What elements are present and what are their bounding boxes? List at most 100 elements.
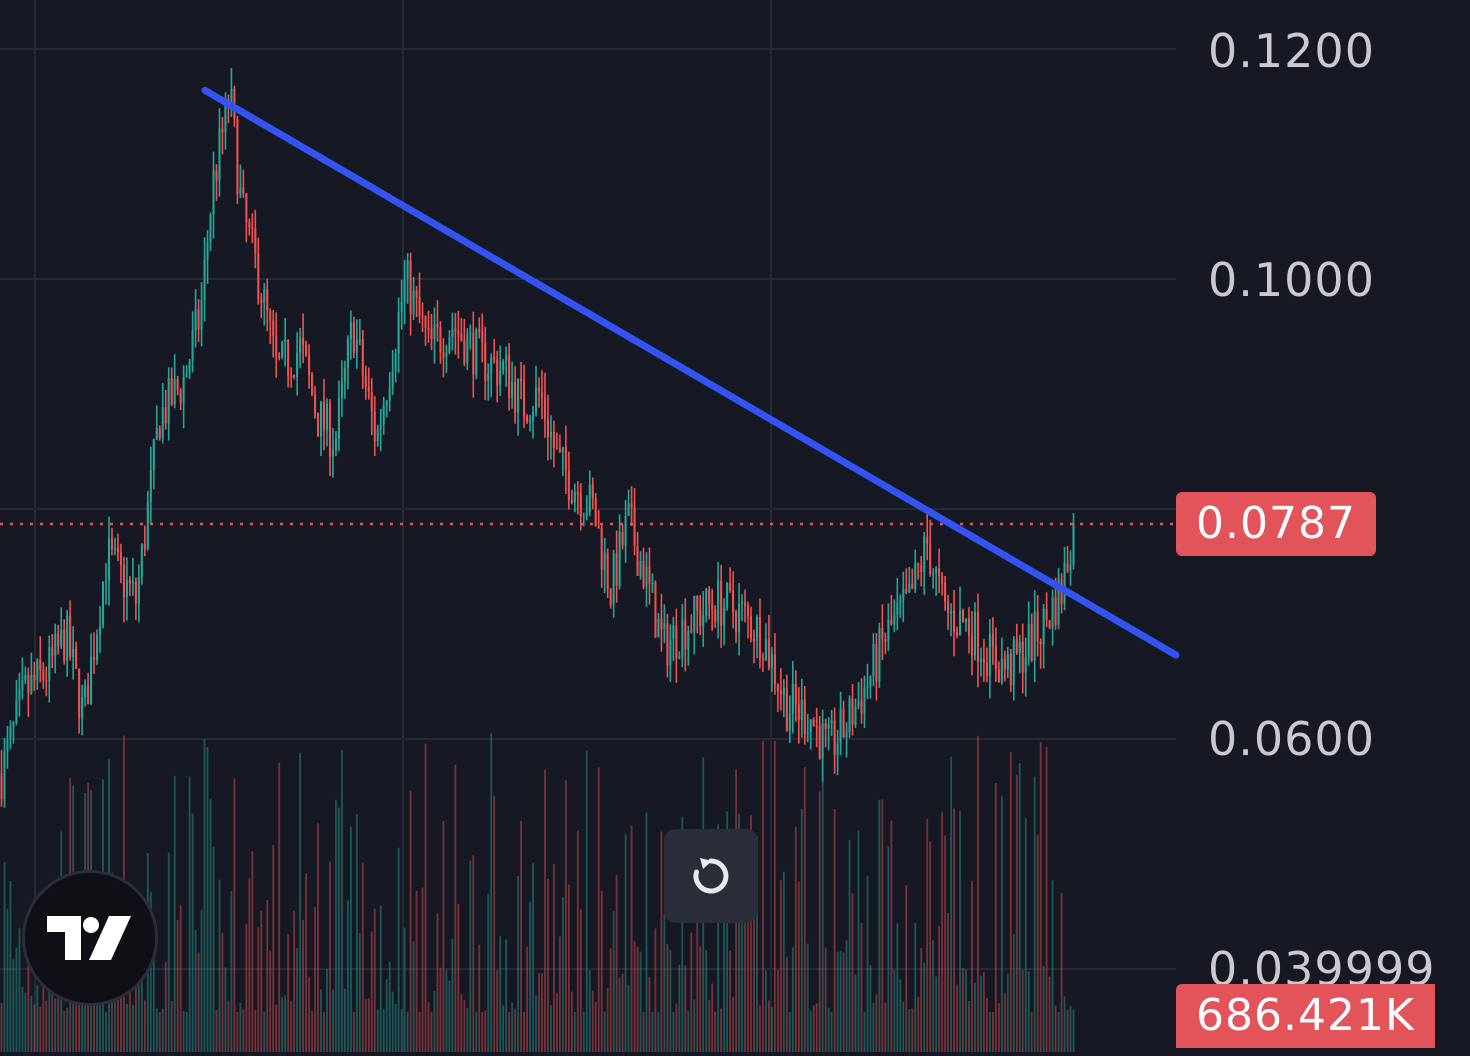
candle-body (1024, 657, 1027, 673)
candle-body (107, 538, 111, 581)
candle-body (119, 552, 122, 565)
volume-bar (839, 951, 842, 1052)
volume-bar (639, 951, 642, 1052)
candle-body (839, 708, 842, 744)
volume-bar (382, 1009, 385, 1052)
volume-bar (140, 939, 143, 1052)
candle-body (970, 635, 974, 656)
candle-body (988, 634, 991, 677)
volume-bar (526, 946, 528, 1052)
candle-body (932, 573, 935, 575)
candle-body (1066, 562, 1069, 571)
volume-bar (30, 995, 33, 1052)
candle-body (961, 610, 965, 622)
volume-bar (821, 746, 824, 1052)
candle-body (642, 560, 645, 587)
volume-bar (379, 905, 382, 1052)
candle-body (854, 706, 857, 725)
candle-body (263, 289, 266, 303)
candle-body (720, 580, 723, 626)
candle-body (358, 339, 361, 342)
volume-bar (529, 901, 531, 1052)
candle-body (221, 128, 224, 133)
volume-bar (684, 965, 687, 1052)
candle-body (305, 345, 308, 356)
volume-bar (376, 1009, 379, 1052)
volume-bar (699, 946, 702, 1052)
candle-body (767, 639, 770, 668)
candle-body (591, 484, 594, 499)
volume-bar (251, 851, 254, 1052)
candle-body (905, 589, 908, 593)
volume-bar (681, 816, 684, 1052)
candle-body (63, 629, 66, 661)
candle-body (12, 722, 15, 727)
candle-body (770, 654, 773, 668)
volume-bar (391, 991, 394, 1052)
volume-bar (466, 1008, 469, 1052)
volume-bar (553, 864, 555, 1052)
candle-body (717, 580, 720, 622)
candle-body (985, 662, 988, 677)
candle-body (355, 339, 358, 353)
candle-body (212, 170, 215, 215)
volume-bar (137, 981, 140, 1052)
volume-bar (550, 1005, 552, 1052)
candle-body (1006, 653, 1009, 670)
candle-body (284, 339, 287, 343)
candle-body (964, 618, 968, 622)
volume-bar (696, 913, 699, 1052)
volume-bar (182, 1011, 185, 1052)
volume-bar (997, 1003, 1000, 1052)
reset-chart-button[interactable] (664, 829, 758, 923)
y-tick-label-1: 0.1000 (1208, 253, 1375, 307)
candle-body (391, 371, 394, 389)
volume-bar (714, 1011, 717, 1052)
candle-body (376, 428, 379, 442)
volume-bar (890, 820, 893, 1052)
candle-body (654, 582, 657, 638)
candle-body (794, 683, 797, 705)
volume-bar (364, 999, 367, 1052)
candle-body (812, 719, 815, 726)
candle-body (693, 596, 696, 632)
candle-body (830, 720, 833, 724)
candle-body (714, 609, 717, 622)
candle-body (385, 401, 388, 406)
candle-body (1021, 641, 1024, 673)
candle-body (191, 330, 194, 362)
candle-body (152, 439, 155, 470)
volume-bar (105, 1011, 107, 1052)
candle-body (511, 382, 514, 398)
volume-bar (687, 1010, 690, 1052)
candle-body (537, 387, 541, 393)
candle-body (914, 563, 917, 589)
candle-body (558, 448, 561, 453)
candle-body (125, 579, 128, 598)
candle-body (442, 352, 445, 358)
candle-body (797, 704, 800, 720)
volume-bar (1045, 746, 1048, 1052)
volume-bar (475, 1011, 478, 1052)
volume-bar (573, 1011, 576, 1052)
candle-body (42, 669, 45, 680)
volume-bar (499, 936, 502, 1052)
candle-body (976, 612, 979, 662)
candle-body (514, 382, 517, 413)
volume-bar (615, 874, 618, 1052)
candle-body (1063, 562, 1066, 604)
candle-body (69, 615, 72, 658)
volume-bar (779, 880, 782, 1052)
volume-bar (567, 884, 570, 1052)
volume-bar (209, 799, 212, 1052)
candle-body (866, 686, 869, 689)
candle-body (911, 583, 914, 589)
candle-body (803, 699, 806, 735)
candle-body (66, 615, 69, 661)
volume-bar (881, 799, 884, 1052)
candle-body (890, 619, 893, 625)
candle-body (36, 659, 39, 681)
volume-bar (645, 812, 648, 1052)
volume-bar (239, 1002, 242, 1052)
volume-bar (212, 846, 215, 1052)
